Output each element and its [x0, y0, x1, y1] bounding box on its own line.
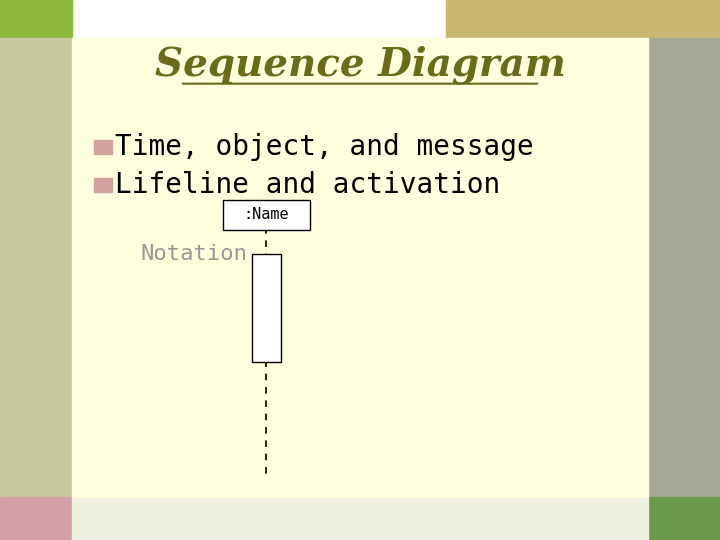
Bar: [223, 200, 310, 230]
Bar: [0, 0, 72, 38]
Bar: [94, 178, 112, 192]
Bar: [446, 0, 720, 38]
Text: Time, object, and message: Time, object, and message: [115, 133, 534, 161]
Text: Sequence Diagram: Sequence Diagram: [155, 45, 565, 84]
Bar: [94, 140, 112, 154]
Bar: [72, 38, 648, 497]
Bar: [648, 38, 720, 502]
Bar: [0, 38, 72, 502]
Bar: [252, 254, 281, 362]
Text: Notation: Notation: [140, 244, 248, 264]
Bar: [0, 497, 72, 540]
Bar: [648, 497, 720, 540]
Text: :Name: :Name: [243, 207, 289, 222]
Bar: [72, 497, 648, 540]
Text: Lifeline and activation: Lifeline and activation: [115, 171, 500, 199]
